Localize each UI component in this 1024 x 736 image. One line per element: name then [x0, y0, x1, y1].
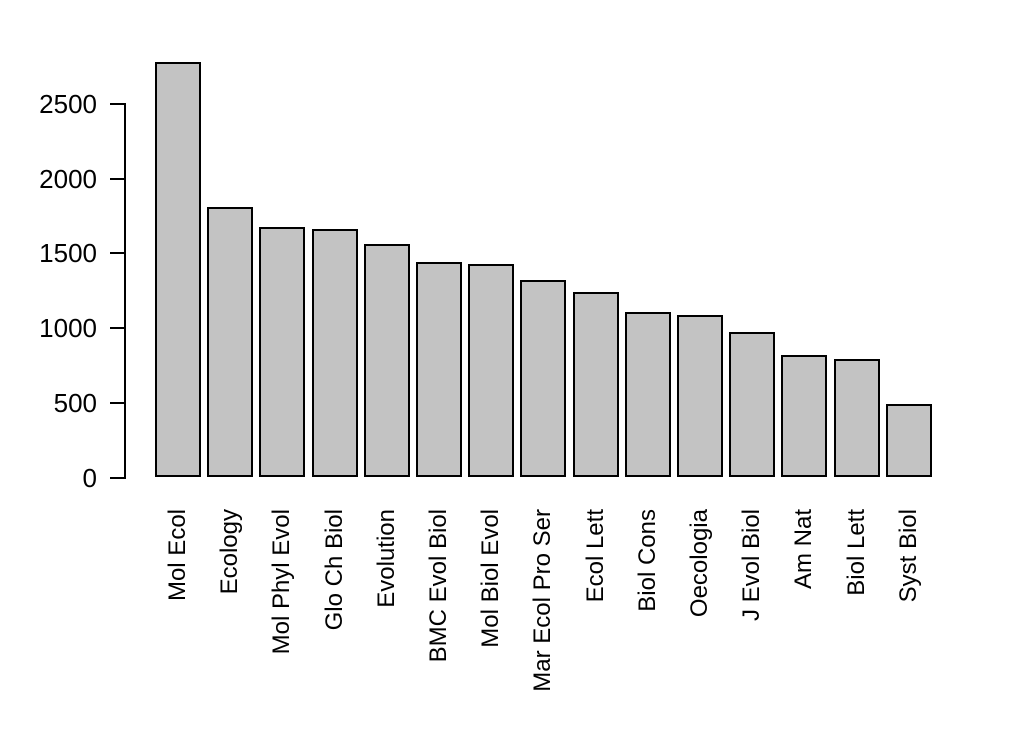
- y-tick-1500: [110, 252, 124, 255]
- bar-ecol-lett: [572, 292, 619, 478]
- x-tick-label-evolution: Evolution: [372, 509, 400, 608]
- x-tick-label-mol-ecol: Mol Ecol: [164, 509, 191, 602]
- y-tick-2000: [110, 177, 124, 180]
- bar-oecologia: [677, 315, 723, 478]
- y-tick-label-2500: 2500: [39, 89, 97, 119]
- x-tick-label-ecology: Ecology: [216, 509, 244, 595]
- y-tick-label-0: 0: [82, 462, 97, 493]
- y-tick-500: [110, 401, 124, 404]
- y-tick-2500: [110, 103, 124, 105]
- bar-j-evol-biol: [729, 331, 776, 478]
- bar-syst-biol: [885, 403, 932, 478]
- x-tick-label-oecologia: Oecologia: [686, 509, 713, 618]
- y-tick-label-1000: 1000: [39, 313, 97, 344]
- bar-mol-ecol: [155, 62, 201, 478]
- bar-mar-ecol-pro-ser: [520, 280, 567, 478]
- y-tick-label-1500: 1500: [39, 238, 97, 269]
- y-tick-label-500: 500: [53, 387, 97, 418]
- x-tick-label-j-evol-biol: J Evol Biol: [738, 509, 766, 622]
- y-tick-0: [110, 476, 124, 479]
- bar-ecology: [207, 207, 254, 478]
- x-tick-label-am-nat: Am Nat: [790, 509, 818, 590]
- x-tick-label-biol-cons: Biol Cons: [633, 509, 661, 612]
- bar-bmc-evol-biol: [416, 261, 462, 478]
- x-tick-label-mol-biol-evol: Mol Biol Evol: [477, 509, 505, 648]
- x-tick-label-mar-ecol-pro-ser: Mar Ecol Pro Ser: [529, 509, 557, 692]
- bar-mol-phyl-evol: [259, 226, 306, 478]
- x-tick-label-bmc-evol-biol: BMC Evol Biol: [425, 509, 452, 663]
- x-tick-label-syst-biol: Syst Biol: [894, 509, 922, 603]
- bar-am-nat: [781, 354, 828, 478]
- bar-evolution: [363, 244, 410, 478]
- x-tick-label-mol-phyl-evol: Mol Phyl Evol: [268, 509, 296, 655]
- x-tick-label-ecol-lett: Ecol Lett: [581, 509, 609, 603]
- y-axis-line: [124, 103, 126, 479]
- y-tick-1000: [110, 327, 124, 330]
- y-tick-label-2000: 2000: [39, 163, 97, 194]
- x-tick-label-glo-ch-biol: Glo Ch Biol: [320, 509, 348, 631]
- bar-mol-biol-evol: [468, 263, 515, 478]
- bar-glo-ch-biol: [311, 228, 358, 478]
- bar-biol-cons: [624, 312, 671, 478]
- x-tick-label-biol-lett: Biol Lett: [842, 509, 870, 596]
- bar-biol-lett: [833, 359, 880, 478]
